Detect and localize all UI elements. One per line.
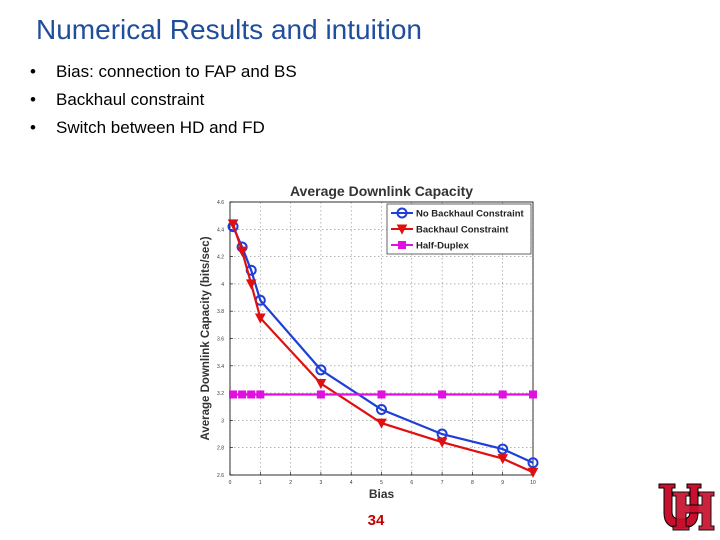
bullet-item: • Bias: connection to FAP and BS (30, 58, 297, 86)
y-tick-label: 4.2 (217, 255, 224, 261)
x-tick-label: 0 (229, 480, 232, 486)
legend-entry: Backhaul Constraint (416, 225, 509, 236)
bullet-item: • Backhaul constraint (30, 86, 297, 114)
series-point (316, 390, 325, 399)
x-tick-label: 8 (471, 480, 474, 486)
y-tick-label: 4.4 (217, 227, 224, 233)
x-tick-label: 2 (289, 480, 292, 486)
series-point (376, 418, 387, 429)
series-point (247, 390, 256, 399)
legend-swatch-marker (398, 241, 406, 249)
series-point (256, 390, 265, 399)
series-point (497, 443, 509, 455)
bullet-list: • Bias: connection to FAP and BS • Backhau… (30, 58, 297, 142)
series-point (229, 390, 238, 399)
series-point (527, 467, 539, 478)
x-axis-label: Bias (369, 487, 395, 501)
y-tick-label: 3.2 (217, 391, 224, 397)
x-tick-label: 3 (320, 480, 323, 486)
series-point (238, 390, 247, 399)
series-point (236, 246, 248, 257)
y-tick-label: 4 (221, 282, 224, 288)
x-tick-label: 7 (441, 480, 444, 486)
series-point (436, 437, 448, 448)
legend-swatch-marker (396, 224, 408, 235)
x-tick-label: 4 (350, 480, 353, 486)
bullet-text: Backhaul constraint (56, 90, 205, 109)
y-tick-label: 3.8 (217, 309, 224, 315)
bullet-dot: • (30, 90, 36, 109)
series-point (245, 279, 257, 290)
legend-entry: Half-Duplex (416, 241, 470, 252)
series-point (377, 390, 386, 399)
series-line (231, 226, 534, 464)
x-tick-label: 6 (410, 480, 413, 486)
uh-logo (658, 483, 715, 531)
series-point (254, 313, 266, 324)
bullet-text: Bias: connection to FAP and BS (56, 62, 297, 81)
y-tick-label: 2.8 (217, 446, 224, 452)
y-tick-label: 3.6 (217, 337, 224, 343)
capacity-chart: 0 1 2 3 4 5 6 7 8 9 10 2.6 2.8 3 3.2 3.4 3.6 3.8 4 4.2 4.4 4.… (200, 183, 539, 501)
x-tick-label: 5 (380, 480, 383, 486)
series-point (529, 390, 537, 399)
bullet-dot: • (30, 118, 36, 137)
series-point (376, 403, 387, 415)
x-tick-label: 9 (501, 480, 504, 486)
y-axis-label: Average Downlink Capacity (bits/sec) (200, 236, 212, 440)
y-tick-label: 3 (221, 418, 224, 424)
series-point (498, 390, 507, 399)
page-number: 34 (367, 512, 385, 529)
bullet-text: Switch between HD and FD (56, 118, 265, 137)
series-point (315, 364, 327, 376)
legend-swatch-marker (396, 207, 408, 219)
uh-logo-u-shape (658, 483, 702, 529)
bullet-dot: • (30, 62, 36, 81)
series-point (227, 219, 239, 230)
x-tick-label: 1 (259, 480, 262, 486)
chart-title: Average Downlink Capacity (290, 183, 473, 199)
series-point (527, 457, 539, 469)
uh-logo-h-shape (672, 491, 715, 531)
series-point (315, 379, 327, 390)
y-tick-label: 2.6 (217, 473, 224, 479)
x-tick-label: 10 (530, 480, 536, 486)
slide-title: Numerical Results and intuition (36, 14, 422, 45)
bullet-item: • Switch between HD and FD (30, 114, 297, 142)
series-point (497, 454, 509, 465)
legend-entry: No Backhaul Constraint (416, 209, 525, 220)
y-tick-label: 4.6 (217, 200, 224, 206)
y-tick-label: 3.4 (217, 364, 224, 370)
series-point (438, 390, 447, 399)
